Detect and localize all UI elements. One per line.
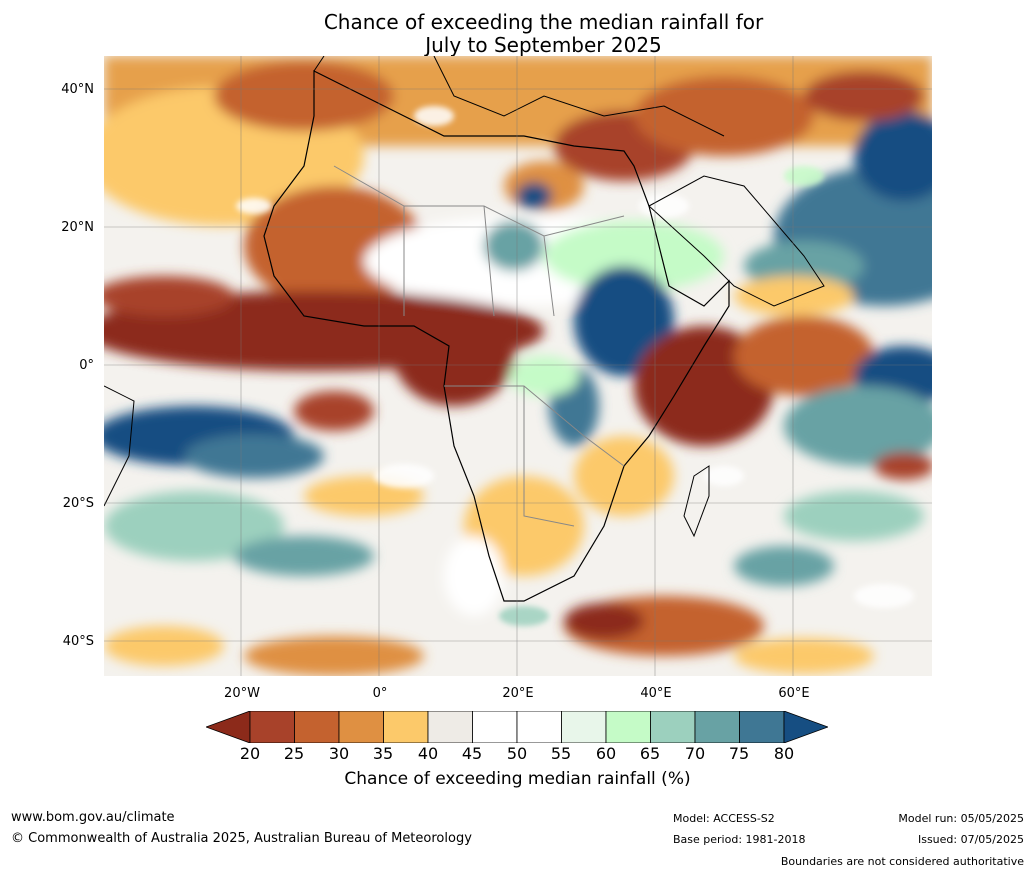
footer-model-run: Model run: 05/05/2025 [898, 812, 1024, 825]
colorbar-tick: 20 [239, 744, 261, 763]
colorbar-bin [249, 711, 295, 743]
footer-issued: Issued: 07/05/2025 [917, 833, 1024, 846]
colorbar-tick: 35 [372, 744, 394, 763]
footer-url[interactable]: www.bom.gov.au/climate [11, 810, 175, 825]
colorbar-bin [516, 711, 562, 743]
footer-model: Model: ACCESS-S2 [673, 812, 775, 825]
colorbar-tick: 65 [639, 744, 661, 763]
europe-coastline [313, 56, 725, 137]
footer-base-period: Base period: 1981-2018 [673, 833, 806, 846]
colorbar-tick: 75 [728, 744, 750, 763]
colorbar-bin [472, 711, 518, 743]
colorbar-bin [338, 711, 384, 743]
colorbar [206, 711, 828, 743]
country-borders [333, 165, 625, 527]
colorbar-tick: 25 [283, 744, 305, 763]
colorbar-bin [650, 711, 696, 743]
map-title-line2: July to September 2025 [425, 33, 662, 57]
madagascar-coastline [683, 465, 710, 538]
colorbar-tick: 60 [595, 744, 617, 763]
lat-label-40n: 40°N [61, 82, 94, 97]
lat-label-0: 0° [79, 358, 94, 373]
colorbar-tick: 50 [506, 744, 528, 763]
colorbar-bin [383, 711, 429, 743]
colorbar-title: Chance of exceeding median rainfall (%) [344, 769, 691, 789]
lon-label-20e: 20°E [502, 686, 534, 701]
colorbar-bin [694, 711, 740, 743]
colorbar-bin [739, 711, 785, 743]
lon-label-40e: 40°E [640, 686, 672, 701]
graticule [104, 56, 932, 676]
lon-label-0: 0° [372, 686, 388, 701]
colorbar-tick: 80 [773, 744, 795, 763]
colorbar-tick: 40 [417, 744, 439, 763]
probability-fields [104, 56, 932, 676]
lon-label-60e: 60°E [778, 686, 810, 701]
colorbar-lower-extension [206, 711, 251, 743]
colorbar-tick: 55 [550, 744, 572, 763]
footer-disclaimer: Boundaries are not considered authoritat… [780, 855, 1024, 868]
africa-coastline [263, 70, 730, 602]
lat-label-20s: 20°S [62, 496, 94, 511]
map-title-line1: Chance of exceeding the median rainfall … [323, 10, 764, 34]
colorbar-bin [427, 711, 473, 743]
colorbar-bin [561, 711, 607, 743]
colorbar-tick: 70 [684, 744, 706, 763]
south-america-coastline [104, 385, 135, 507]
colorbar-bin [605, 711, 651, 743]
rainfall-probability-map [104, 56, 932, 676]
colorbar-tick: 30 [328, 744, 350, 763]
lon-label-20w: 20°W [224, 686, 260, 701]
lat-label-20n: 20°N [61, 220, 94, 235]
arabia-coastline [648, 175, 825, 307]
colorbar-tick: 45 [461, 744, 483, 763]
probability-speckle [236, 106, 914, 626]
colorbar-bin [294, 711, 340, 743]
footer-copyright: © Commonwealth of Australia 2025, Austra… [11, 831, 472, 846]
colorbar-upper-extension [783, 711, 828, 743]
lat-label-40s: 40°S [62, 634, 94, 649]
